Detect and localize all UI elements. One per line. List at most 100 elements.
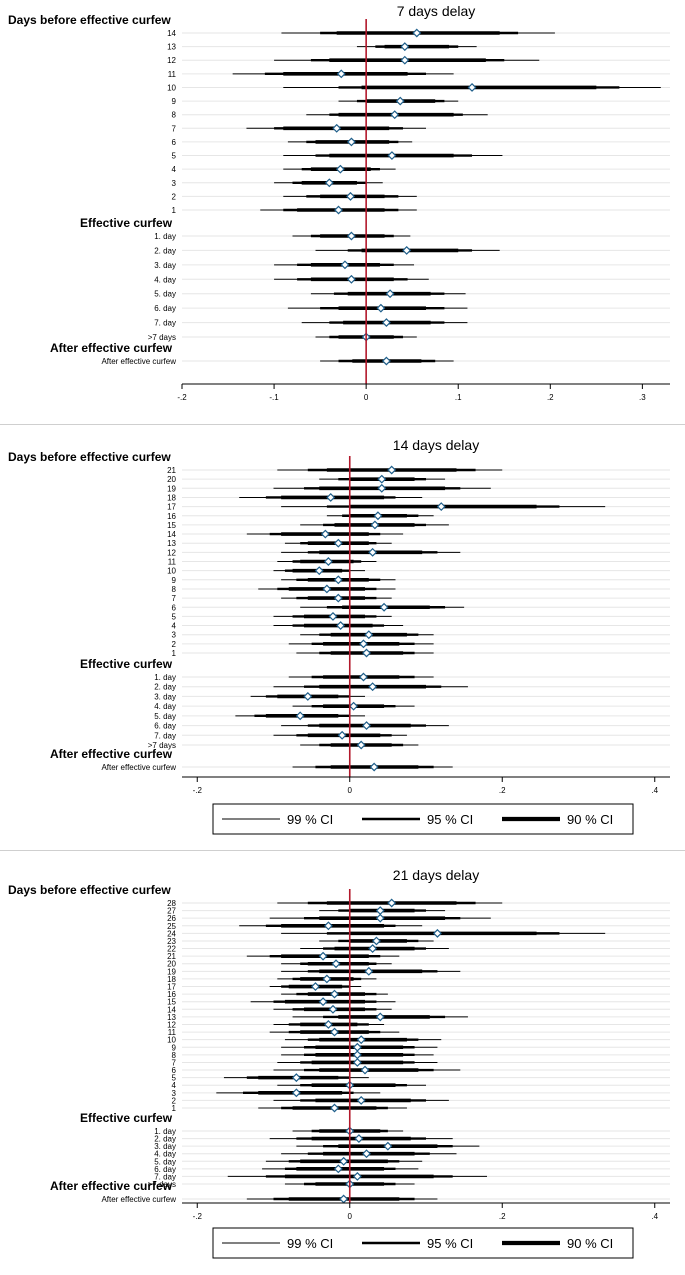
legend-label: 99 % CI	[287, 1236, 333, 1251]
row-label: 6. day	[154, 304, 176, 313]
point-estimate	[390, 110, 400, 120]
row-label: 6	[172, 1066, 177, 1075]
row-label: >7 days	[148, 333, 176, 342]
row-label: 23	[167, 937, 176, 946]
point-estimate	[375, 1012, 385, 1022]
point-estimate	[326, 493, 336, 502]
point-estimate	[340, 260, 350, 270]
row-label: 5	[172, 612, 177, 621]
point-estimate	[376, 303, 386, 313]
row-label: 15	[167, 521, 176, 530]
chart-title: 21 days delay	[393, 867, 479, 883]
row-label: 21	[167, 466, 176, 475]
row-label: 25	[167, 922, 176, 931]
row-label: 4	[172, 1081, 177, 1090]
point-estimate	[332, 123, 342, 133]
point-estimate	[362, 721, 371, 731]
point-estimate	[387, 151, 397, 160]
x-tick-label: .1	[455, 393, 462, 402]
row-label: 13	[167, 1013, 176, 1022]
point-estimate	[356, 740, 366, 750]
row-label: 17	[167, 983, 176, 992]
point-estimate	[383, 1141, 393, 1151]
row-label: 18	[167, 493, 176, 502]
point-estimate	[346, 191, 355, 201]
legend-label: 99 % CI	[287, 812, 333, 827]
row-label: 5	[172, 1074, 177, 1083]
point-estimate	[364, 630, 374, 640]
point-estimate	[379, 602, 389, 612]
row-label: 6	[172, 138, 177, 147]
point-estimate	[330, 1103, 339, 1113]
point-estimate	[333, 593, 343, 603]
group-title: Effective curfew	[80, 1111, 173, 1125]
point-estimate	[295, 711, 305, 721]
row-label: 16	[167, 990, 176, 999]
row-label: 24	[167, 929, 176, 938]
row-label: After effective curfew	[101, 357, 176, 366]
point-estimate	[395, 96, 405, 106]
point-estimate	[360, 1065, 370, 1075]
point-estimate	[400, 55, 410, 65]
chart-title: 14 days delay	[393, 437, 479, 453]
row-label: 4	[172, 622, 177, 631]
point-estimate	[320, 529, 330, 539]
point-estimate	[352, 1050, 362, 1060]
x-tick-label: 0	[348, 786, 353, 795]
row-label: 7	[172, 1058, 177, 1067]
legend-box	[212, 1227, 634, 1259]
row-label: >7 days	[148, 741, 176, 750]
row-label: 12	[167, 1020, 176, 1029]
point-estimate	[368, 547, 378, 557]
group-title: After effective curfew	[50, 341, 173, 355]
point-estimate	[291, 1088, 301, 1098]
row-label: After effective curfew	[101, 763, 176, 772]
row-label: 27	[167, 907, 176, 916]
point-estimate	[359, 672, 368, 682]
point-estimate	[356, 1095, 366, 1105]
row-label: 7	[172, 594, 177, 603]
x-tick-label: .4	[651, 786, 658, 795]
x-tick-label: .2	[547, 393, 554, 402]
point-estimate	[412, 28, 422, 38]
point-estimate	[310, 982, 320, 991]
point-estimate	[314, 566, 324, 576]
row-label: 14	[167, 530, 176, 539]
point-estimate	[352, 1042, 362, 1052]
row-label: 14	[167, 29, 176, 38]
point-estimate	[333, 575, 343, 585]
point-estimate	[362, 648, 371, 658]
row-label: 19	[167, 484, 176, 493]
point-estimate	[346, 274, 356, 284]
row-label: 10	[167, 1036, 176, 1045]
row-label: 7. day	[154, 731, 176, 740]
x-tick-label: .2	[499, 786, 506, 795]
point-estimate	[339, 1156, 349, 1166]
row-label: 28	[167, 899, 176, 908]
point-estimate	[381, 318, 391, 328]
point-estimate	[352, 1057, 362, 1067]
point-estimate	[303, 691, 313, 701]
point-estimate	[324, 178, 334, 188]
legend-label: 95 % CI	[427, 812, 473, 827]
point-estimate	[371, 936, 381, 946]
point-estimate	[291, 1073, 301, 1083]
point-estimate	[323, 557, 333, 566]
point-estimate	[352, 1171, 362, 1181]
point-estimate	[373, 511, 383, 521]
x-tick-label: -.2	[177, 393, 187, 402]
row-label: 2	[172, 192, 177, 201]
point-estimate	[381, 356, 391, 366]
x-tick-label: .2	[499, 1212, 506, 1221]
group-title: Days before effective curfew	[8, 450, 171, 464]
x-tick-label: 0	[364, 393, 369, 402]
row-label: >7 days	[148, 1180, 176, 1189]
row-label: 2. day	[154, 246, 176, 255]
point-estimate	[328, 611, 338, 621]
row-label: 18	[167, 975, 176, 984]
point-estimate	[370, 520, 380, 530]
row-label: 7	[172, 124, 177, 133]
row-label: 3. day	[154, 1142, 176, 1151]
